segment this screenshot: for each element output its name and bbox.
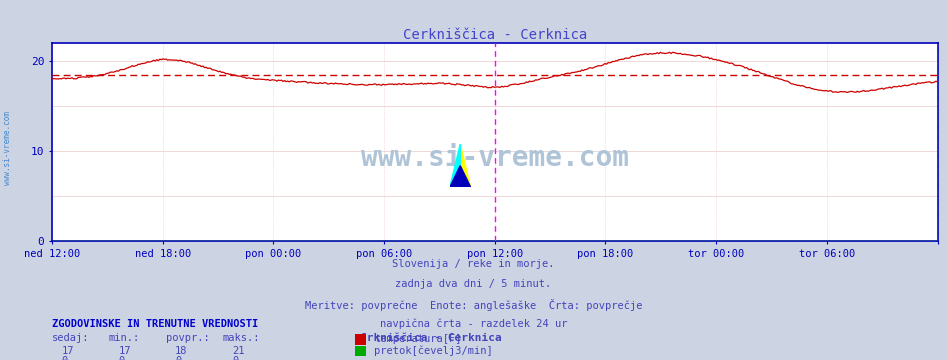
Text: sedaj:: sedaj: bbox=[52, 333, 90, 343]
Polygon shape bbox=[460, 144, 471, 187]
Text: 18: 18 bbox=[175, 346, 188, 356]
Text: www.si-vreme.com: www.si-vreme.com bbox=[361, 144, 629, 172]
Text: 21: 21 bbox=[232, 346, 244, 356]
Text: Crkniščica - Cerknica: Crkniščica - Cerknica bbox=[360, 333, 502, 343]
Text: ZGODOVINSKE IN TRENUTNE VREDNOSTI: ZGODOVINSKE IN TRENUTNE VREDNOSTI bbox=[52, 319, 259, 329]
Text: maks.:: maks.: bbox=[223, 333, 260, 343]
Text: 17: 17 bbox=[118, 346, 131, 356]
Polygon shape bbox=[450, 166, 471, 187]
Text: 0: 0 bbox=[175, 356, 182, 360]
Text: navpična črta - razdelek 24 ur: navpična črta - razdelek 24 ur bbox=[380, 319, 567, 329]
Polygon shape bbox=[450, 144, 460, 187]
Text: Meritve: povprečne  Enote: anglešaške  Črta: povprečje: Meritve: povprečne Enote: anglešaške Črt… bbox=[305, 299, 642, 311]
Text: www.si-vreme.com: www.si-vreme.com bbox=[3, 111, 12, 185]
Text: Slovenija / reke in morje.: Slovenija / reke in morje. bbox=[392, 259, 555, 269]
Text: 0: 0 bbox=[232, 356, 239, 360]
Text: 17: 17 bbox=[62, 346, 74, 356]
Text: min.:: min.: bbox=[109, 333, 140, 343]
Text: temperatura[F]: temperatura[F] bbox=[374, 334, 461, 345]
Text: povpr.:: povpr.: bbox=[166, 333, 209, 343]
Text: zadnja dva dni / 5 minut.: zadnja dva dni / 5 minut. bbox=[396, 279, 551, 289]
Text: pretok[čevelj3/min]: pretok[čevelj3/min] bbox=[374, 346, 492, 356]
Title: Cerkniščica - Cerknica: Cerkniščica - Cerknica bbox=[402, 28, 587, 42]
Text: 0: 0 bbox=[62, 356, 68, 360]
Text: 0: 0 bbox=[118, 356, 125, 360]
